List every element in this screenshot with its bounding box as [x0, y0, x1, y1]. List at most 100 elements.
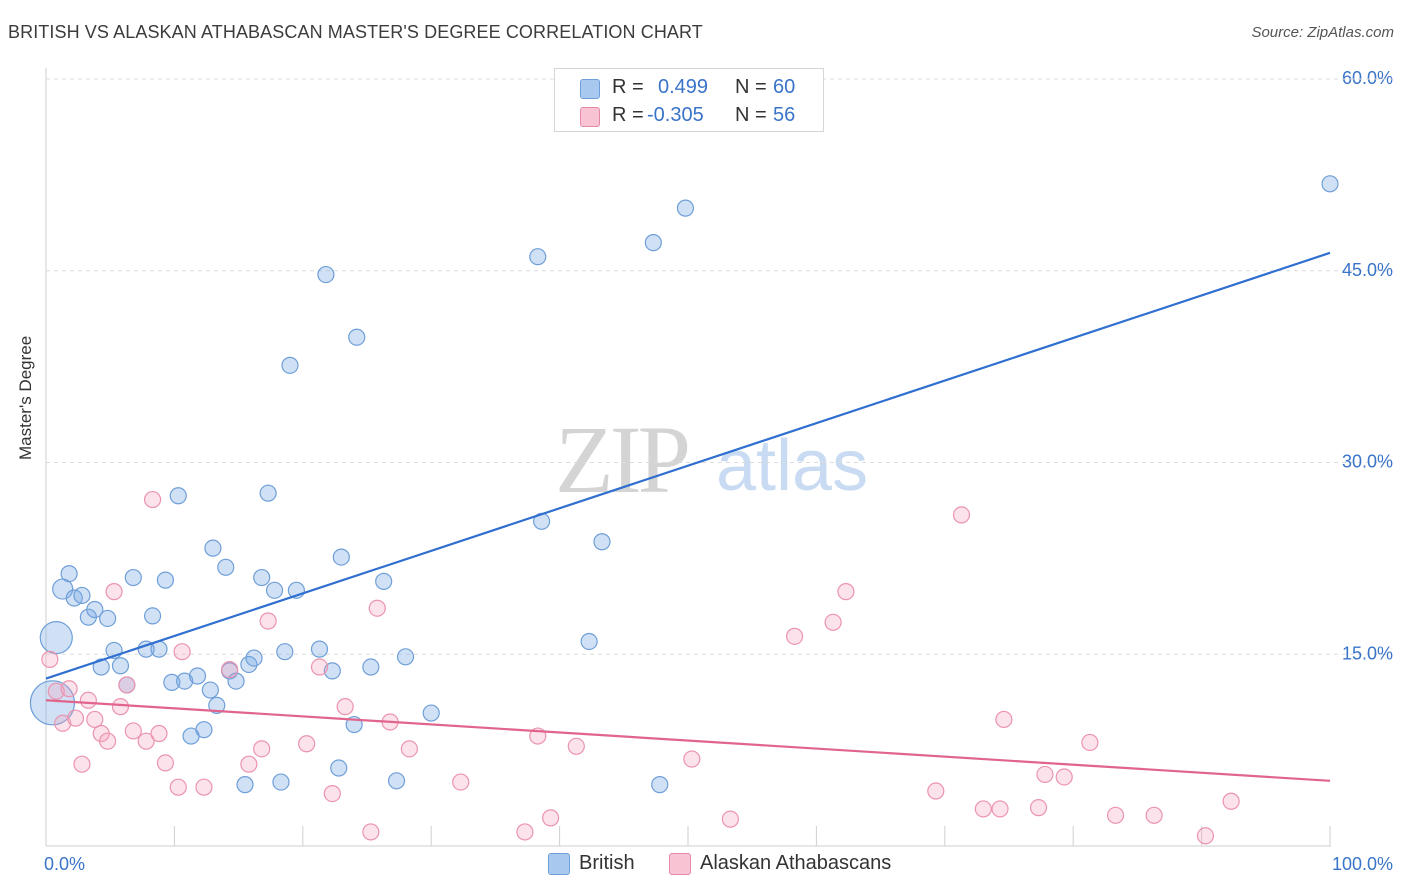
- y-tick-label: 60.0%: [1342, 68, 1393, 88]
- british-point: [281, 356, 299, 374]
- watermark-atlas: atlas: [716, 426, 868, 506]
- alaskan-point: [974, 800, 992, 818]
- british-swatch: [548, 853, 570, 875]
- alaskan-point: [1029, 799, 1048, 817]
- alaskan-point: [824, 613, 842, 631]
- british-point: [201, 681, 219, 699]
- bottom-legend-label: Alaskan Athabascans: [700, 852, 892, 874]
- legend-row-british: R = 0.499 N = 60: [555, 73, 823, 101]
- alaskan-point: [195, 778, 213, 796]
- alaskan-point: [298, 735, 316, 753]
- alaskan-point: [567, 737, 585, 755]
- alaskan-point: [927, 782, 945, 800]
- alaskan-point: [79, 691, 97, 709]
- r-label: R =: [612, 104, 644, 126]
- british-point: [163, 673, 181, 691]
- alaskan-point: [124, 722, 142, 740]
- alaskan-trend-line: [45, 699, 1331, 782]
- n-value: 60: [773, 76, 796, 98]
- r-label: R =: [612, 76, 644, 98]
- alaskan-point: [1222, 792, 1240, 810]
- alaskan-point: [991, 800, 1009, 818]
- alaskan-point: [1145, 806, 1163, 824]
- n-value: 56: [773, 104, 796, 126]
- alaskan-point: [137, 732, 155, 750]
- british-point: [73, 586, 91, 605]
- british-point: [208, 696, 226, 714]
- alaskan-point: [111, 698, 130, 716]
- british-swatch: [580, 79, 600, 99]
- alaskan-point: [240, 755, 258, 773]
- british-point: [143, 607, 162, 625]
- alaskan-point: [952, 506, 971, 524]
- british-point: [39, 621, 73, 655]
- alaskan-point: [323, 784, 341, 803]
- british-point: [348, 328, 366, 346]
- alaskan-point: [66, 709, 85, 727]
- y-tick-label: 45.0%: [1342, 260, 1393, 280]
- alaskan-swatch: [580, 107, 600, 127]
- british-point: [362, 658, 380, 676]
- alaskan-point: [156, 754, 175, 772]
- british-point: [580, 632, 598, 651]
- alaskan-point: [837, 583, 855, 601]
- british-point: [375, 572, 393, 590]
- x-tick-label-end: 100.0%: [1332, 854, 1393, 874]
- british-point: [92, 658, 110, 676]
- british-point: [265, 581, 284, 599]
- british-point: [651, 776, 669, 794]
- british-point: [124, 568, 142, 587]
- british-point: [593, 533, 611, 551]
- british-point: [323, 662, 341, 680]
- british-point: [422, 704, 440, 722]
- alaskan-point: [368, 599, 386, 617]
- x-tick-label-start: 0.0%: [44, 854, 85, 874]
- alaskan-point: [1036, 765, 1054, 784]
- alaskan-point: [173, 643, 191, 661]
- correlation-legend: R = 0.499 N = 60 R = -0.305 N = 56: [554, 68, 824, 132]
- alaskan-point: [169, 778, 187, 796]
- alaskan-point: [362, 823, 380, 841]
- y-tick-label: 30.0%: [1342, 452, 1393, 472]
- alaskan-point: [99, 732, 117, 750]
- alaskan-point: [336, 698, 354, 716]
- british-point: [217, 558, 235, 576]
- alaskan-point: [253, 740, 271, 758]
- alaskan-point: [721, 810, 739, 828]
- british-point: [529, 248, 547, 266]
- british-point: [310, 640, 329, 658]
- alaskan-point: [221, 660, 239, 679]
- british-point: [86, 600, 104, 619]
- british-point: [60, 565, 78, 583]
- british-point: [176, 672, 194, 690]
- british-point: [259, 484, 277, 502]
- r-value: 0.499: [658, 76, 709, 98]
- alaskan-point: [516, 823, 534, 841]
- alaskan-point: [41, 650, 59, 668]
- british-point: [644, 234, 662, 252]
- alaskan-point: [995, 710, 1013, 729]
- r-value: -0.305: [647, 104, 704, 126]
- watermark-zip: ZIP: [555, 406, 688, 513]
- alaskan-point: [105, 583, 123, 601]
- source-label: Source: ZipAtlas.com: [1251, 24, 1394, 41]
- alaskan-point: [1106, 806, 1125, 824]
- british-point: [332, 548, 350, 566]
- chart-title: BRITISH VS ALASKAN ATHABASCAN MASTER'S D…: [8, 22, 703, 42]
- british-point: [272, 773, 290, 791]
- british-point: [317, 265, 335, 284]
- alaskan-point: [143, 490, 162, 509]
- alaskan-point: [683, 750, 701, 768]
- alaskan-point: [1196, 827, 1215, 845]
- alaskan-point: [259, 612, 277, 630]
- alaskan-point: [400, 740, 418, 758]
- british-point: [1321, 175, 1339, 193]
- british-point: [245, 649, 263, 667]
- british-point: [676, 199, 695, 217]
- british-point: [204, 539, 222, 557]
- british-point: [330, 759, 348, 777]
- british-point: [195, 721, 213, 739]
- alaskan-swatch: [669, 853, 691, 875]
- alaskan-point: [785, 627, 804, 645]
